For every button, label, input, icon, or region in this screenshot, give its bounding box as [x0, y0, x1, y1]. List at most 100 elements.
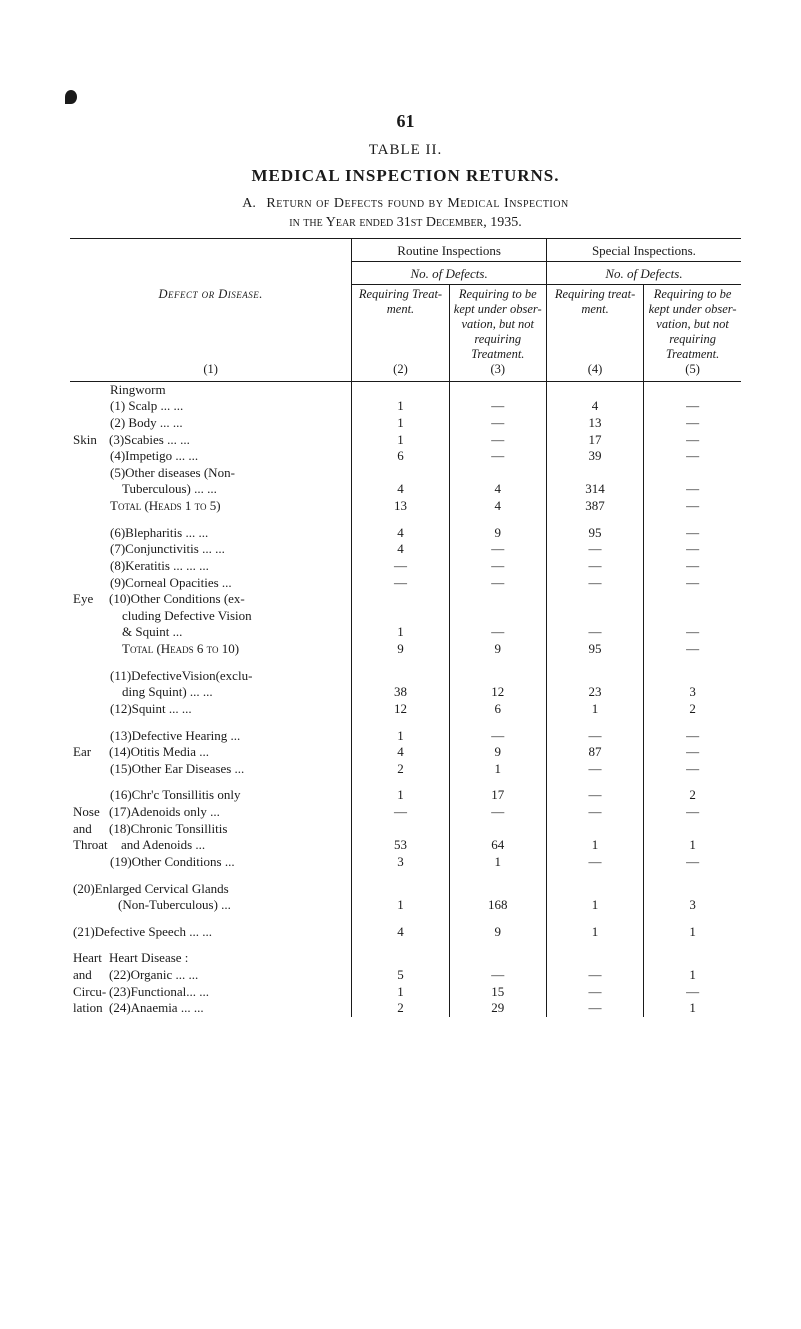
cell: —	[546, 984, 643, 1001]
cell: —	[352, 575, 449, 592]
cell: —	[644, 481, 741, 498]
cell: 1	[352, 432, 449, 449]
cell: 53	[352, 837, 449, 854]
cell: —	[546, 967, 643, 984]
defects-table: Routine Inspections Special Inspections.…	[70, 238, 741, 1017]
cell: —	[644, 415, 741, 432]
cell: 12	[352, 701, 449, 718]
row-body: (2) Body ... ...	[70, 415, 352, 432]
cell: 3	[644, 897, 741, 914]
cell: —	[546, 854, 643, 871]
no-defects-b: No. of Defects.	[546, 262, 741, 285]
col5-head: Requiring to be kept under obser- vation…	[644, 285, 741, 362]
cell: 15	[449, 984, 546, 1001]
cell: 2	[644, 787, 741, 804]
group-eye: Eye	[73, 591, 109, 608]
cell: 1	[644, 924, 741, 941]
cell: —	[644, 575, 741, 592]
cell: 64	[449, 837, 546, 854]
row-ear13: (13)Defective Hearing ...	[70, 728, 352, 745]
cell: —	[644, 854, 741, 871]
cell: 4	[449, 481, 546, 498]
cell: —	[644, 761, 741, 778]
row-nt19: (19)Other Conditions ...	[70, 854, 352, 871]
cell: 4	[449, 498, 546, 515]
cell: —	[449, 432, 546, 449]
group-circu: Circu-	[73, 984, 109, 1001]
cell: —	[644, 744, 741, 761]
cell: —	[644, 498, 741, 515]
cell: 1	[644, 837, 741, 854]
coln-4: (4)	[546, 362, 643, 381]
cell: 314	[546, 481, 643, 498]
routine-head: Routine Inspections	[352, 239, 547, 262]
cell: —	[449, 728, 546, 745]
cell: 4	[352, 481, 449, 498]
row-dv-b: ding Squint) ... ...	[70, 684, 352, 701]
cell: 1	[546, 924, 643, 941]
cell: 13	[546, 415, 643, 432]
cell: —	[644, 432, 741, 449]
cell: —	[449, 575, 546, 592]
cell: 4	[352, 541, 449, 558]
cell: —	[449, 415, 546, 432]
cell: 9	[449, 525, 546, 542]
cell: —	[644, 558, 741, 575]
cell: 1	[352, 897, 449, 914]
cell: —	[644, 804, 741, 821]
cell: 1	[546, 897, 643, 914]
group-and2: and	[73, 967, 109, 984]
group-ear: Ear	[73, 744, 109, 761]
defect-or-disease-head: Defect or Disease.	[70, 285, 352, 362]
row-ear14: Ear(14)Otitis Media ...	[70, 744, 352, 761]
cell: 6	[352, 448, 449, 465]
cell: 5	[352, 967, 449, 984]
no-defects-a: No. of Defects.	[352, 262, 547, 285]
cell: —	[352, 558, 449, 575]
section-sub-line: in the Year ended 31st December, 1935.	[70, 214, 741, 232]
cell: —	[352, 804, 449, 821]
row-tuberculous: Tuberculous) ... ...	[70, 481, 352, 498]
cell: 1	[449, 761, 546, 778]
special-head: Special Inspections.	[546, 239, 741, 262]
cell: 387	[546, 498, 643, 515]
cell: 38	[352, 684, 449, 701]
row-squint12: (12)Squint ... ...	[70, 701, 352, 718]
row-impetigo: (4)Impetigo ... ...	[70, 448, 352, 465]
cell: 1	[352, 624, 449, 641]
cell: —	[546, 804, 643, 821]
group-nose: Nose	[73, 804, 109, 821]
col2-head: Requiring Treat- ment.	[352, 285, 449, 362]
row-ringworm: Ringworm	[70, 382, 352, 399]
row-h23: Circu-(23)Functional... ...	[70, 984, 352, 1001]
section-a-line: A. Return of Defects found by Medical In…	[70, 195, 741, 213]
cell: —	[644, 398, 741, 415]
cell: 2	[352, 761, 449, 778]
row-scabies: Skin(3)Scabies ... ...	[70, 432, 352, 449]
group-heart: Heart	[73, 950, 109, 967]
cell: —	[546, 541, 643, 558]
row-eye10a: Eye(10)Other Conditions (ex-	[70, 591, 352, 608]
cell: 4	[352, 924, 449, 941]
cell: 3	[352, 854, 449, 871]
cell: 9	[449, 924, 546, 941]
col3-head: Requiring to be kept under obser- vation…	[449, 285, 546, 362]
cell: 95	[546, 641, 643, 658]
row-scalp: (1) Scalp ... ...	[70, 398, 352, 415]
cell: 4	[352, 525, 449, 542]
cell: —	[449, 967, 546, 984]
cell: 1	[352, 984, 449, 1001]
row-h22: and(22)Organic ... ...	[70, 967, 352, 984]
cell: —	[449, 624, 546, 641]
row-conjunctivitis: (7)Conjunctivitis ... ...	[70, 541, 352, 558]
row-defective-speech: (21)Defective Speech ... ...	[70, 924, 352, 941]
cell: 87	[546, 744, 643, 761]
row-corneal: (9)Corneal Opacities ...	[70, 575, 352, 592]
cell: 29	[449, 1000, 546, 1017]
row-ear15: (15)Other Ear Diseases ...	[70, 761, 352, 778]
group-throat: Throat	[73, 837, 109, 854]
group-and: and	[73, 821, 109, 838]
cell: 17	[546, 432, 643, 449]
cell: —	[546, 761, 643, 778]
main-title: MEDICAL INSPECTION RETURNS.	[70, 165, 741, 186]
